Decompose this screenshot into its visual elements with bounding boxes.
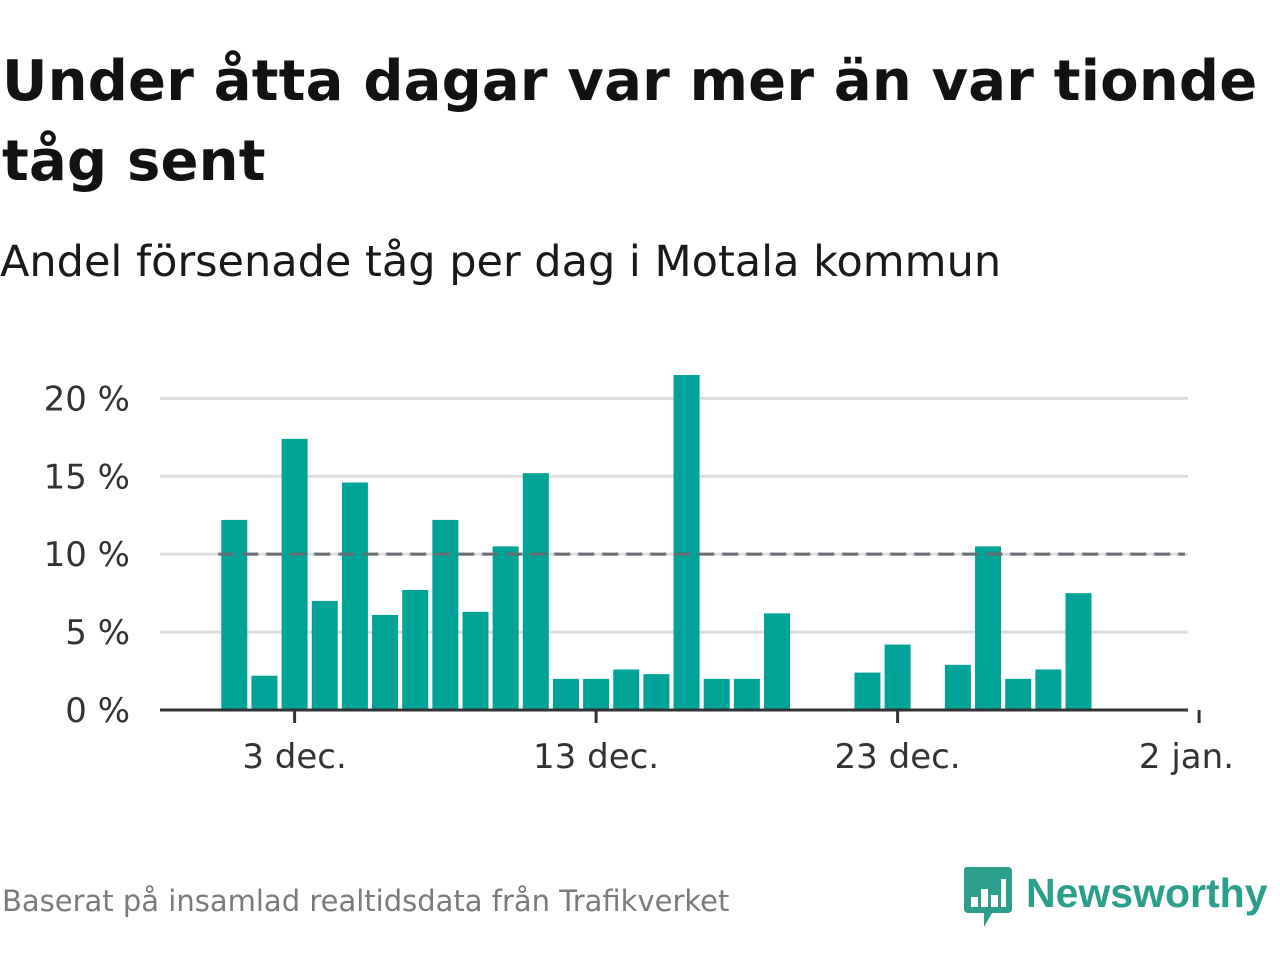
chart-title: Under åtta dagar var mer än var tionde t… — [2, 49, 1258, 194]
bar — [613, 669, 640, 710]
bar — [1065, 593, 1092, 710]
bar — [522, 473, 549, 710]
y-tick-label: 20 % — [44, 379, 130, 419]
source-note: Baserat på insamlad realtidsdata från Tr… — [2, 884, 730, 918]
bar — [583, 678, 610, 710]
y-tick-label: 0 % — [65, 691, 130, 731]
x-tick-label: 23 dec. — [835, 737, 961, 777]
bar — [733, 678, 760, 710]
bar — [311, 600, 338, 710]
bars — [221, 375, 1092, 710]
bar — [281, 438, 308, 710]
newsworthy-chart-bubble-icon — [963, 867, 1012, 927]
bar-chart: 0 % 5 % 10 % 15 % 20 % 3 dec. 13 dec. 23 dec. 2… — [44, 375, 1234, 777]
y-tick-label: 10 % — [44, 535, 130, 575]
bar — [462, 611, 489, 710]
bar — [432, 519, 459, 710]
bar — [251, 675, 278, 710]
bar — [341, 482, 368, 710]
y-tick-label: 5 % — [65, 613, 130, 653]
x-tick-label: 13 dec. — [533, 737, 659, 777]
bar — [552, 678, 579, 710]
y-tick-label: 15 % — [44, 457, 130, 497]
x-axis — [160, 708, 1201, 723]
bar — [764, 613, 790, 710]
x-tick-label: 2 jan. — [1139, 737, 1234, 777]
bar — [975, 546, 1002, 710]
bar — [944, 664, 971, 710]
bar — [703, 678, 730, 710]
x-tick-label: 3 dec. — [242, 737, 346, 777]
bar — [643, 674, 670, 710]
bar — [221, 519, 248, 710]
bar — [372, 614, 399, 710]
bar — [884, 644, 911, 710]
bar — [1035, 669, 1062, 710]
bar — [854, 672, 881, 710]
bar — [673, 375, 700, 710]
bar — [1005, 678, 1032, 710]
bar — [402, 590, 429, 710]
newsworthy-logo: Newsworthy — [962, 862, 1268, 932]
bar — [492, 546, 519, 710]
logo-wordmark: Newsworthy — [1026, 869, 1268, 916]
chart-subtitle: Andel försenade tåg per dag i Motala kom… — [0, 237, 1002, 287]
x-axis-labels: 3 dec. 13 dec. 23 dec. 2 jan. — [242, 737, 1234, 777]
y-axis-labels: 0 % 5 % 10 % 15 % 20 % — [44, 379, 130, 731]
